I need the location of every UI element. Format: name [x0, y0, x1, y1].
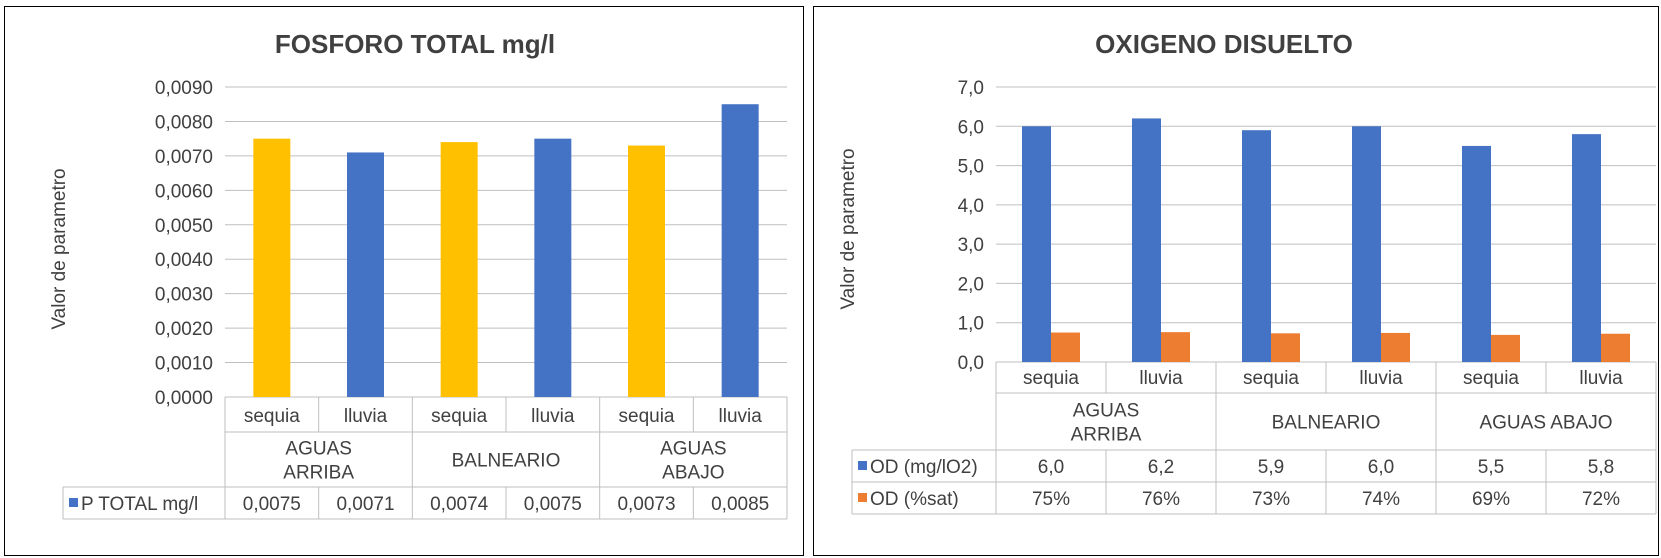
- y-tick-label: 2,0: [958, 274, 984, 295]
- bar: [440, 142, 478, 397]
- bar: [253, 138, 291, 397]
- y-tick-label: 4,0: [958, 196, 984, 217]
- data-label: 75%: [1032, 489, 1070, 510]
- data-label: 5,9: [1258, 457, 1284, 478]
- bar: [1051, 332, 1080, 362]
- y-tick-label: 5,0: [958, 157, 984, 178]
- legend-key: [858, 461, 867, 470]
- data-label: 6,2: [1148, 457, 1174, 478]
- chart-title: FOSFORO TOTAL mg/l: [275, 29, 555, 59]
- x-group-label: AGUAS: [285, 439, 352, 460]
- x-subcategory-label: lluvia: [719, 406, 763, 427]
- y-tick-label: 0,0010: [155, 354, 213, 375]
- data-label: 0,0073: [617, 494, 675, 515]
- x-subcategory-label: lluvia: [1139, 368, 1183, 389]
- y-tick-label: 0,0060: [155, 181, 213, 202]
- data-label: 0,0075: [524, 494, 582, 515]
- bar: [628, 145, 665, 397]
- data-label: 76%: [1142, 489, 1180, 510]
- y-tick-label: 1,0: [958, 314, 984, 335]
- bar: [1271, 333, 1300, 362]
- y-tick-label: 0,0050: [155, 216, 213, 237]
- data-label: 6,0: [1368, 457, 1394, 478]
- x-group-label: ABAJO: [662, 463, 724, 484]
- chart-panel-fosforo: FOSFORO TOTAL mg/l Valor de parametro 0,00…: [4, 6, 804, 556]
- x-group-label: AGUAS: [660, 439, 727, 460]
- y-tick-label: 0,0020: [155, 319, 213, 340]
- bar: [1491, 334, 1520, 362]
- y-tick-label: 0,0070: [155, 147, 213, 168]
- y-tick-label: 0,0030: [155, 285, 213, 306]
- x-group-label: BALNEARIO: [452, 451, 561, 472]
- x-group-label: AGUAS: [1073, 401, 1140, 422]
- legend-series-label: OD (mg/lO2): [870, 457, 978, 478]
- x-group-label: AGUAS ABAJO: [1479, 413, 1612, 434]
- x-subcategory-label: sequia: [431, 406, 487, 427]
- y-tick-label: 0,0000: [155, 388, 213, 409]
- legend-series-label: P TOTAL mg/l: [81, 494, 198, 515]
- y-tick-label: 3,0: [958, 235, 984, 256]
- data-label: 6,0: [1038, 457, 1064, 478]
- legend-series-label: OD (%sat): [870, 489, 959, 510]
- x-group-label: ARRIBA: [1071, 425, 1142, 446]
- chart-title: OXIGENO DISUELTO: [1095, 29, 1353, 59]
- fosforo-chart-svg: FOSFORO TOTAL mg/l Valor de parametro 0,00…: [49, 29, 788, 520]
- y-tick-label: 0,0040: [155, 250, 213, 271]
- y-tick-label: 7,0: [958, 78, 984, 99]
- data-label: 73%: [1252, 489, 1290, 510]
- legend-key: [69, 498, 78, 507]
- bar: [1161, 332, 1190, 362]
- y-tick-label: 6,0: [958, 117, 984, 138]
- x-subcategory-label: sequia: [1023, 368, 1079, 389]
- y-axis-label: Valor de parametro: [838, 148, 859, 309]
- y-tick-label: 0,0: [958, 353, 984, 374]
- y-axis-label: Valor de parametro: [49, 168, 70, 329]
- data-label: 0,0085: [711, 494, 769, 515]
- legend-key: [858, 493, 867, 502]
- x-subcategory-label: sequia: [619, 406, 675, 427]
- bar: [1601, 333, 1630, 362]
- y-tick-label: 0,0080: [155, 112, 213, 133]
- bar: [1381, 332, 1410, 362]
- bar: [1132, 118, 1161, 362]
- bar: [721, 104, 759, 397]
- x-subcategory-label: sequia: [1243, 368, 1299, 389]
- oxigeno-chart-svg: OXIGENO DISUELTO Valor de parametro 0,0 1,0…: [838, 29, 1657, 515]
- bar: [534, 138, 572, 397]
- bar: [1572, 134, 1601, 362]
- bar: [347, 152, 384, 397]
- data-label: 0,0075: [243, 494, 301, 515]
- x-subcategory-label: sequia: [1463, 368, 1519, 389]
- data-label: 69%: [1472, 489, 1510, 510]
- bar: [1242, 130, 1271, 362]
- data-label: 0,0071: [336, 494, 394, 515]
- bar: [1462, 145, 1491, 362]
- y-tick-label: 0,0090: [155, 78, 213, 99]
- data-label: 74%: [1362, 489, 1400, 510]
- x-group-label: BALNEARIO: [1272, 413, 1381, 434]
- x-subcategory-label: lluvia: [344, 406, 388, 427]
- x-subcategory-label: lluvia: [1359, 368, 1403, 389]
- data-label: 5,8: [1588, 457, 1614, 478]
- data-label: 72%: [1582, 489, 1620, 510]
- x-subcategory-label: lluvia: [531, 406, 575, 427]
- data-label: 5,5: [1478, 457, 1504, 478]
- data-label: 0,0074: [430, 494, 489, 515]
- bar: [1352, 126, 1381, 363]
- x-group-label: ARRIBA: [283, 463, 354, 484]
- bar: [1022, 126, 1051, 363]
- x-subcategory-label: sequia: [244, 406, 300, 427]
- chart-panel-oxigeno: OXIGENO DISUELTO Valor de parametro 0,0 1,0…: [813, 6, 1659, 556]
- x-subcategory-label: lluvia: [1579, 368, 1623, 389]
